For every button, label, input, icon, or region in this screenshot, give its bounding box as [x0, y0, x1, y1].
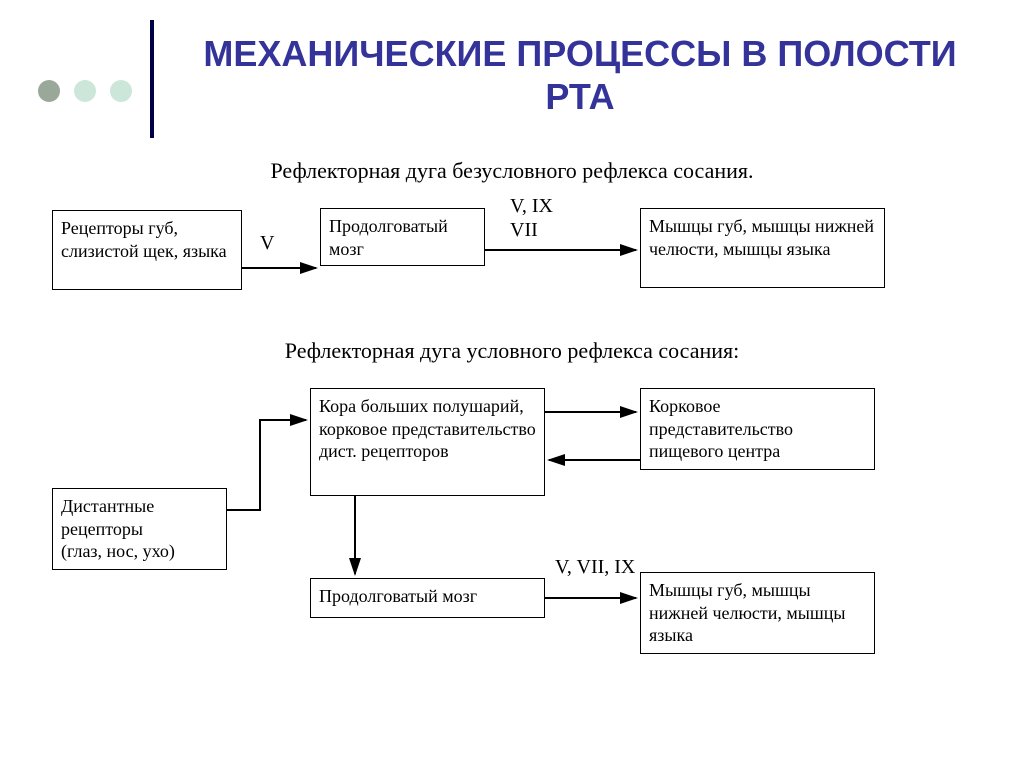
- box-muscles-1: Мышцы губ, мышцы нижней челюсти, мышцы я…: [640, 208, 885, 288]
- box-medulla-2: Продолговатый мозг: [310, 578, 545, 618]
- box-medulla-1: Продолговатый мозг: [320, 208, 485, 266]
- label-nerve-V: V: [260, 232, 274, 255]
- subtitle-conditional: Рефлекторная дуга условного рефлекса сос…: [0, 338, 1024, 364]
- diagram-stage: Рефлекторная дуга безусловного рефлекса …: [0, 0, 1024, 767]
- label-nerve-V-VII-IX: V, VII, IX: [555, 556, 635, 579]
- subtitle-unconditional: Рефлекторная дуга безусловного рефлекса …: [0, 158, 1024, 184]
- box-receptors-lips: Рецепторы губ, слизистой щек, языка: [52, 210, 242, 290]
- label-nerve-V-IX: V, IX: [510, 195, 553, 218]
- label-nerve-VII: VII: [510, 219, 538, 242]
- box-cortical-food-center: Корковое представительство пищевого цент…: [640, 388, 875, 470]
- box-cortex: Кора больших полушарий, корковое предста…: [310, 388, 545, 496]
- box-muscles-2: Мышцы губ, мышцы нижней челюсти, мышцы я…: [640, 572, 875, 654]
- box-distant-receptors: Дистантные рецепторы (глаз, нос, ухо): [52, 488, 227, 570]
